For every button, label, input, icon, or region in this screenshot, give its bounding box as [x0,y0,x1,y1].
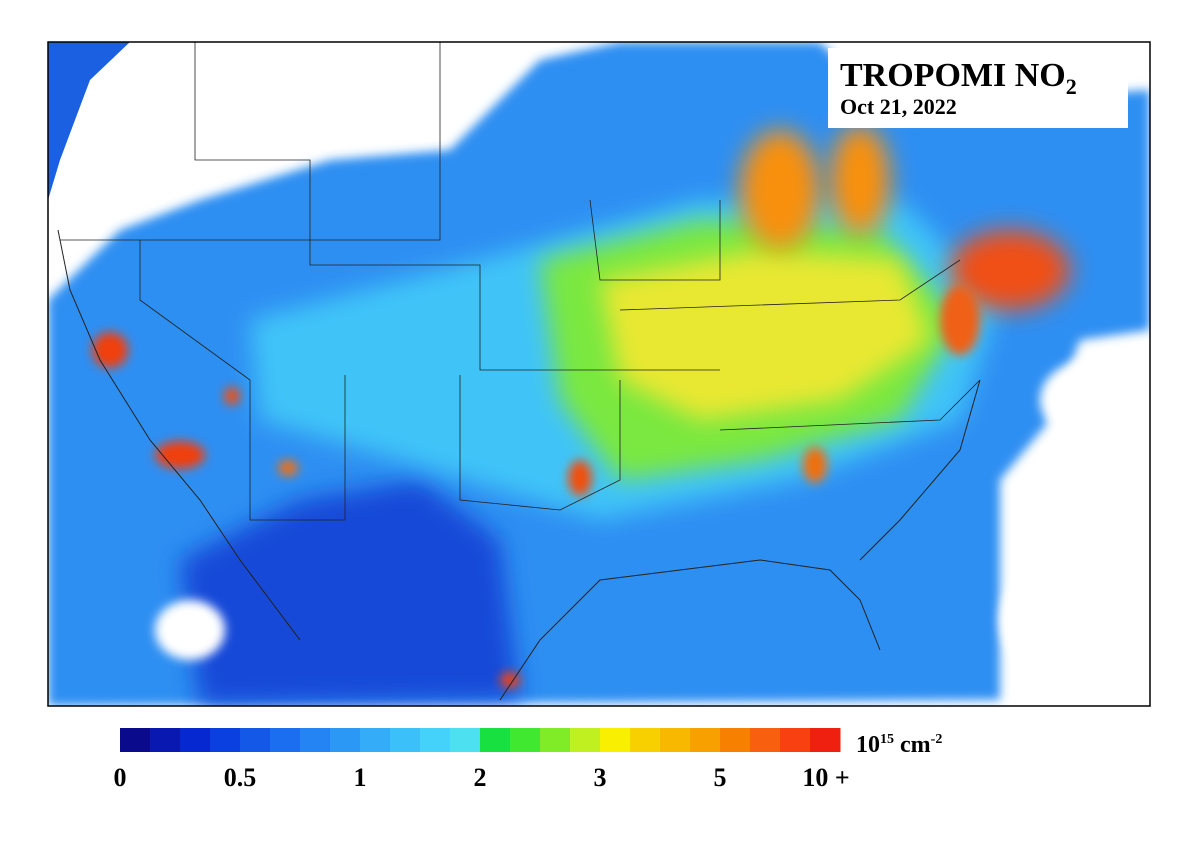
colorbar-swatch [240,728,271,752]
cloud-gap [1040,360,1140,440]
title-box [828,48,1128,128]
colorbar-label: 1 [354,763,367,792]
hotspot [224,387,240,405]
coastline [57,229,301,641]
coastline [499,379,981,701]
colorbar-swatch [300,728,331,752]
title: TROPOMI NO2 [840,57,1077,99]
colorbar-swatch [570,728,601,752]
colorbar-unit: 1015 cm-2 [856,732,942,758]
colorbar-swatch [180,728,211,752]
colorbar-swatch [660,728,691,752]
hotspot [278,460,298,476]
colorbar-swatch [150,728,181,752]
colorbar-swatch [690,728,721,752]
data-coverage [48,42,130,200]
cloud-gap [1000,560,1140,680]
colorbar-swatch [630,728,661,752]
hotspot [740,130,820,250]
hotspot [92,332,128,368]
high-region [600,250,930,420]
cloud-gap [155,600,225,660]
colorbar-label: 0.5 [224,763,257,792]
colorbar-label: 0 [114,763,127,792]
map-frame [47,41,1151,707]
colorbar-swatch [330,728,361,752]
colorbar-swatch [720,728,751,752]
colorbar-swatch [450,728,481,752]
colorbar-label: 2 [474,763,487,792]
colorbar-label: 5 [714,763,727,792]
colorbar-label: 10 + [802,763,849,792]
colorbar-swatch [120,728,151,752]
colorbar-swatch [420,728,451,752]
colorbar-swatch [360,728,391,752]
colorbar-swatch [270,728,301,752]
unit-exponent: 15 [880,732,894,747]
colorbar-swatch [780,728,811,752]
hotspot [940,285,980,355]
colorbar-swatch [390,728,421,752]
colorbar-swatch [810,728,841,752]
hotspot [155,441,205,469]
colorbar-label: 3 [594,763,607,792]
colorbar-swatch [600,728,631,752]
no2-map [48,42,1150,706]
colorbar-swatch [480,728,511,752]
hotspot [500,672,520,688]
hotspot [568,460,592,496]
date: Oct 21, 2022 [840,94,957,119]
unit-base: 10 [856,732,880,758]
state-borders [60,42,981,521]
unit-name-exponent: -2 [931,732,943,747]
colorbar: 0 0.5 1 2 3 5 10 + [114,728,850,792]
hotspot [950,230,1070,310]
title-main: TROPOMI NO [840,57,1066,94]
colorbar-swatch [540,728,571,752]
unit-name: cm [900,732,931,758]
colorbar-swatch [510,728,541,752]
low-region [180,480,520,706]
hotspot [803,447,827,483]
hotspot [830,125,890,235]
title-subscript: 2 [1066,74,1077,99]
colorbar-swatch [210,728,241,752]
colorbar-swatch [750,728,781,752]
